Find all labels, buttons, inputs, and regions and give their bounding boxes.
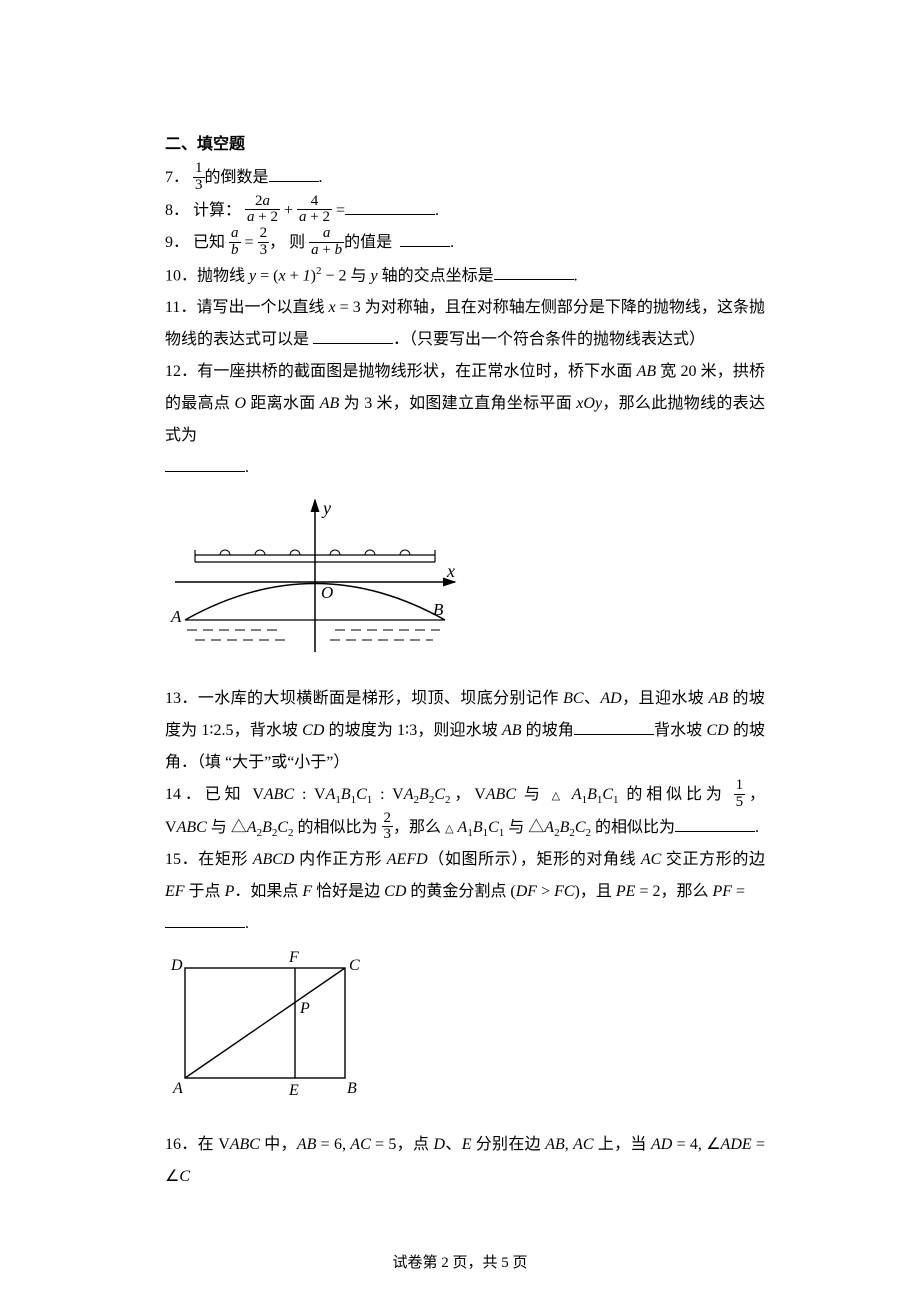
question-9: 9． 已知 a b = 2 3 ， 则 a a + b 的值是 . [165, 227, 765, 260]
question-number: 8． [165, 202, 189, 219]
plus-sign: + [284, 202, 297, 219]
answer-blank [313, 325, 393, 344]
question-14: 14．已知 VABC : VA1B1C1 : VA2B2C2，VABC 与 △ … [165, 779, 765, 844]
fraction-2-3: 2 3 [258, 226, 270, 259]
figure-rectangle: P D F C A E B [165, 948, 765, 1113]
answer-blank [574, 716, 654, 735]
point-b-label: B [433, 600, 444, 619]
question-text: 的倒数是 [205, 169, 269, 186]
question-number: 16． [165, 1136, 198, 1153]
answer-blank [269, 163, 319, 182]
lead-text: 请写出一个以直线 [196, 299, 328, 316]
point-c-label: C [349, 957, 360, 974]
punct: . [755, 819, 759, 836]
punct: . [574, 267, 578, 284]
equals: = [336, 202, 345, 219]
answer-blank [165, 910, 245, 929]
question-15: 15．在矩形 ABCD 内作正方形 AEFD（如图所示），矩形的对角线 AC 交… [165, 844, 765, 940]
question-10: 10．抛物线 y = (x + 1)2 − 2 与 y 轴的交点坐标是. [165, 260, 765, 292]
axis-y-label: y [321, 498, 331, 518]
punct: . [435, 202, 439, 219]
punct: . [245, 459, 249, 476]
point-d-label: D [170, 957, 183, 974]
question-number: 11． [165, 299, 196, 316]
rect-svg: P D F C A E B [165, 948, 365, 1108]
equals: = [245, 234, 254, 251]
question-11: 11．请写出一个以直线 x = 3 为对称轴，且在对称轴左侧部分是下降的抛物线，… [165, 292, 765, 356]
point-a-label: A [172, 1080, 183, 1097]
point-b-label: B [347, 1080, 357, 1097]
origin-label: O [321, 583, 333, 602]
lead-text: 抛物线 [197, 267, 249, 284]
question-number: 15． [165, 851, 198, 868]
question-8: 8． 计算： 2a a + 2 + 4 a + 2 =. [165, 195, 765, 228]
question-number: 13． [165, 690, 198, 707]
question-16: 16．在 VABC 中，AB = 6, AC = 5，点 D、E 分别在边 AB… [165, 1129, 765, 1193]
section-title-fill-blank: 二、填空题 [165, 130, 765, 154]
point-a-label: A [170, 607, 182, 626]
comma: ， [269, 234, 285, 251]
bridge-svg: y x O A B [165, 492, 465, 662]
fraction-2a-over: 2a a + 2 [245, 194, 280, 227]
punct: . [319, 169, 323, 186]
page: 二、填空题 7． 1 3 的倒数是. 8． 计算： 2a a + 2 + 4 a… [0, 0, 920, 1302]
fraction-a-aplusb: a a + b [309, 226, 344, 259]
end-text: ．（只要写出一个符合条件的抛物线表达式） [393, 331, 705, 348]
answer-blank [400, 229, 450, 248]
fraction-2-3: 23 [382, 811, 394, 844]
point-p-label: P [299, 1000, 310, 1017]
page-footer: 试卷第 2 页，共 5 页 [0, 1251, 920, 1272]
answer-blank [165, 453, 245, 472]
question-number: 7． [165, 169, 189, 186]
then-text: 则 [289, 234, 305, 251]
point-e-label: E [288, 1082, 299, 1099]
point-f-label: F [288, 949, 299, 966]
question-number: 12． [165, 363, 197, 380]
axis-x-label: x [446, 561, 455, 581]
question-number: 10． [165, 267, 197, 284]
fraction-1-3: 1 3 [193, 161, 205, 194]
tail-text: 的值是 [344, 234, 392, 251]
answer-blank [675, 813, 755, 832]
question-13: 13．一水库的大坝横断面是梯形，坝顶、坝底分别记作 BC、AD，且迎水坡 AB … [165, 683, 765, 779]
answer-blank [345, 196, 435, 215]
question-number: 9． [165, 234, 189, 251]
question-12: 12．有一座拱桥的截面图是抛物线形状，在正常水位时，桥下水面 AB 宽 20 米… [165, 356, 765, 484]
fraction-a-b: a b [229, 226, 241, 259]
lead-text: 已知 [193, 234, 225, 251]
fraction-1-5: 15 [734, 778, 746, 811]
question-number: 14． [165, 786, 205, 803]
figure-bridge: y x O A B [165, 492, 765, 667]
answer-blank [494, 261, 574, 280]
question-7: 7． 1 3 的倒数是. [165, 162, 765, 195]
punct: . [245, 915, 249, 932]
punct: . [450, 234, 454, 251]
fraction-4-over: 4 a + 2 [297, 194, 332, 227]
lead-text: 计算： [193, 202, 241, 219]
